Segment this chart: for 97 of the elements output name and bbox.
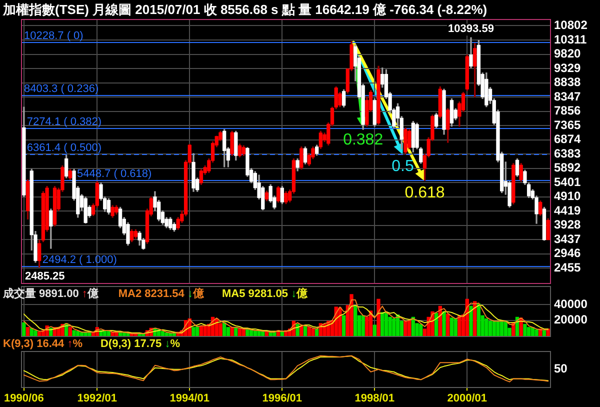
bar xyxy=(523,324,527,336)
bar xyxy=(296,324,300,336)
ref-line-label: 10228.7 ( 0) xyxy=(24,30,84,42)
bar xyxy=(442,311,446,336)
bar xyxy=(307,327,311,336)
y-tick-label: 3928 xyxy=(554,218,582,232)
bar xyxy=(34,330,38,336)
x-tick-label: 1996/01 xyxy=(262,392,302,404)
bar xyxy=(350,294,354,336)
annotation: 10393.59 xyxy=(448,23,494,36)
x-tick-label: 1994/01 xyxy=(170,392,210,404)
bar xyxy=(338,307,342,336)
y-tick-label: 10311 xyxy=(554,32,588,46)
bar xyxy=(372,324,376,336)
y-tick-label: 4910 xyxy=(554,189,582,204)
bar xyxy=(473,301,477,336)
bar xyxy=(361,315,365,336)
ref-line-label: 2494.2 ( 1.000) xyxy=(42,254,117,266)
ref-line-label: 5448.7 ( 0.618) xyxy=(77,168,152,180)
bar xyxy=(192,327,196,336)
y-tick-label: 9329 xyxy=(554,60,582,75)
annotation: 0.382 xyxy=(343,132,384,149)
x-tick-label: 2000/01 xyxy=(447,392,488,404)
bar xyxy=(354,305,358,336)
series-label: D(9,3) 17.75 ↓% xyxy=(100,338,180,350)
bar xyxy=(238,328,242,336)
y-tick-label: 40000 xyxy=(554,296,588,311)
y-tick-label: 5892 xyxy=(554,160,582,175)
bar xyxy=(376,298,380,336)
chart-title: 加權指數(TSE) 月線圖 2015/07/01 收 8556.68 s 點 量 16642.19 億 -766.34 (-8.22%) xyxy=(3,1,488,19)
ref-line-label: 7274.1 ( 0.382) xyxy=(26,116,102,128)
y-tick-label: 8838 xyxy=(554,75,582,90)
text: 50 xyxy=(554,362,568,376)
bar xyxy=(484,318,488,336)
bar xyxy=(496,320,500,336)
bar xyxy=(434,312,438,336)
bar xyxy=(492,320,496,336)
bar xyxy=(446,314,450,336)
bar xyxy=(160,330,164,336)
bar xyxy=(68,327,72,336)
bar xyxy=(408,320,412,336)
ref-line-label: 6361.4 ( 0.500) xyxy=(26,142,102,154)
bar xyxy=(450,318,454,336)
bar xyxy=(500,320,504,336)
y-tick-label: 6874 xyxy=(554,132,582,146)
annotation: 0.618 xyxy=(404,184,445,202)
bar xyxy=(380,312,384,336)
bar xyxy=(411,316,416,336)
bar xyxy=(534,329,538,336)
x-tick-label: 1990/06 xyxy=(4,392,44,404)
bar xyxy=(469,306,473,336)
bar xyxy=(342,315,346,336)
bar xyxy=(392,318,396,336)
bar xyxy=(230,327,234,336)
x-tick-label: 1998/01 xyxy=(354,392,395,404)
bar xyxy=(164,332,168,336)
bar xyxy=(22,322,26,336)
y-tick-label: 3437 xyxy=(554,232,582,246)
bar xyxy=(454,318,458,336)
y-tick-label: 9820 xyxy=(554,46,582,61)
bar xyxy=(476,304,481,336)
series-label: MA5 9281.05 ↓億 xyxy=(222,286,308,301)
bar xyxy=(76,330,80,336)
bar xyxy=(458,315,462,336)
ref-line-label: 8403.3 ( 0.236) xyxy=(24,83,99,96)
y-tick-label: 6383 xyxy=(554,146,582,160)
bar xyxy=(311,328,315,336)
bar xyxy=(26,327,30,336)
bar xyxy=(404,320,408,336)
y-tick-label: 2946 xyxy=(554,246,582,260)
bar xyxy=(419,324,423,336)
y-tick-label: 4419 xyxy=(554,203,582,218)
bar xyxy=(203,325,207,336)
series-label: K(9,3) 16.44 ↑% xyxy=(3,338,82,350)
bar xyxy=(384,312,388,336)
bar xyxy=(72,330,76,336)
y-tick-label: 10802 xyxy=(554,18,588,32)
y-tick-label: 20000 xyxy=(554,312,588,327)
bar xyxy=(222,322,226,336)
bar xyxy=(388,316,392,336)
bar xyxy=(526,327,531,336)
y-tick-label: 2455 xyxy=(554,260,582,274)
x-tick-label: 1992/01 xyxy=(77,392,118,404)
y-tick-label: 7856 xyxy=(554,104,582,118)
bar xyxy=(315,328,319,336)
series-label: MA2 8231.54 ↓億 xyxy=(118,286,204,301)
y-tick-label: 5401 xyxy=(554,174,582,189)
bar xyxy=(488,320,492,336)
y-tick-label: 7365 xyxy=(554,118,582,132)
annotation: 0.5 xyxy=(392,158,414,176)
bar xyxy=(38,332,42,336)
chart-title: 成交量 9891.00 ↑億 xyxy=(3,286,98,301)
y-tick-label: 8347 xyxy=(554,89,582,104)
annotation: 2485.25 xyxy=(25,270,65,283)
bar xyxy=(542,330,546,336)
bar xyxy=(106,330,111,336)
bar xyxy=(196,326,200,336)
